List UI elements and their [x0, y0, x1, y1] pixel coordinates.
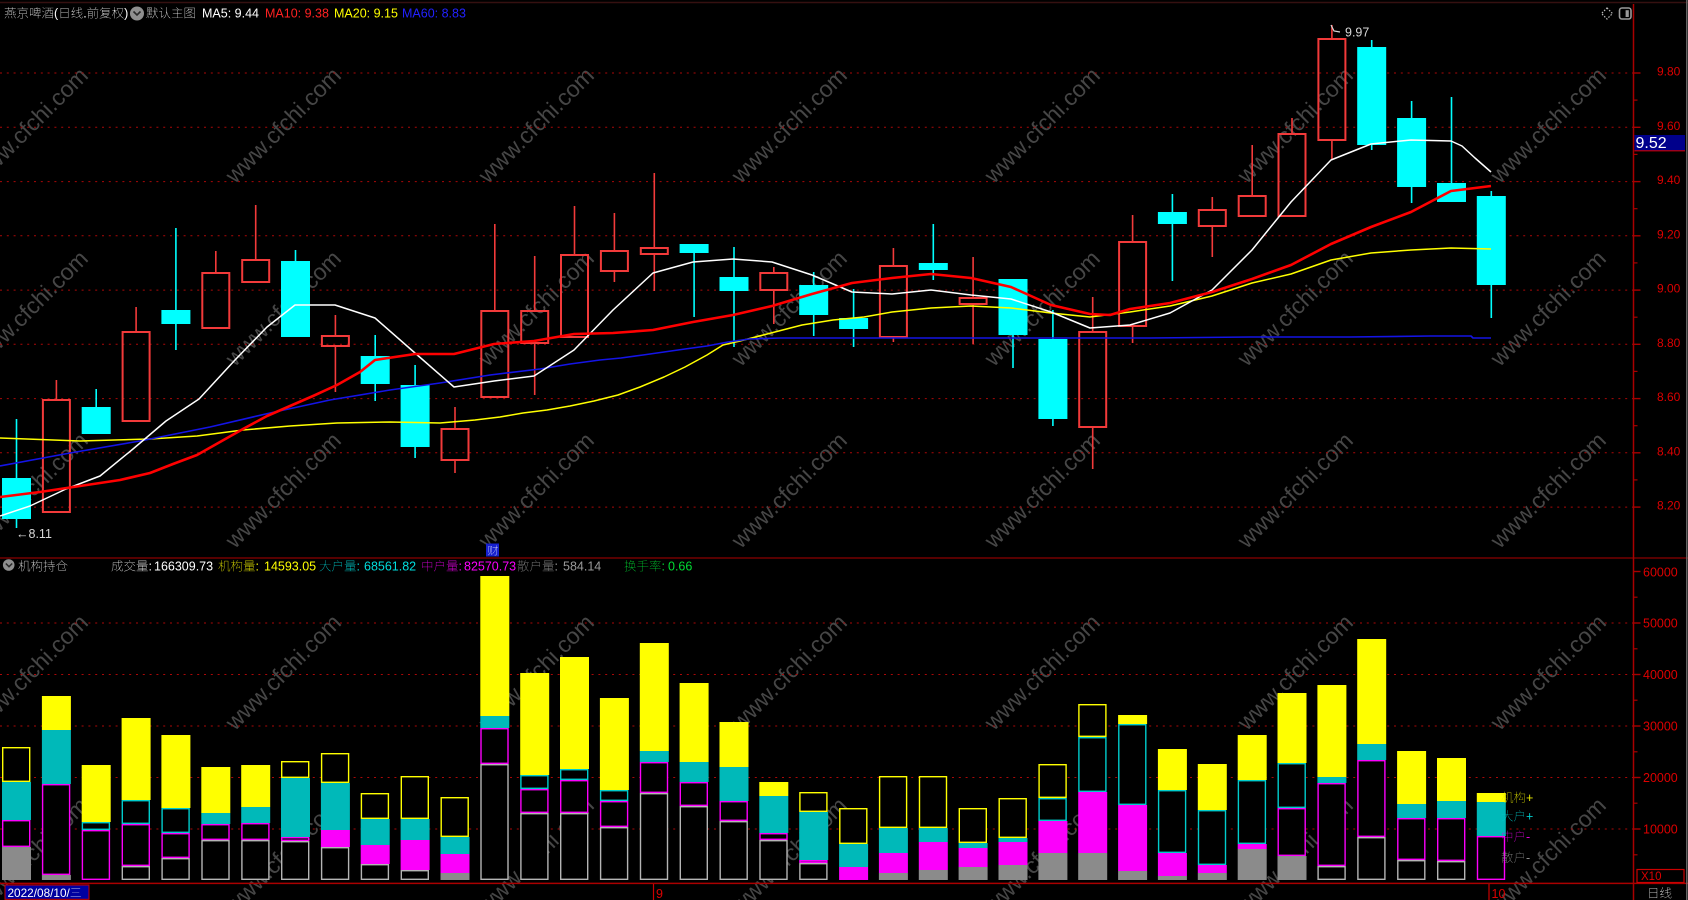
svg-text:9.80: 9.80: [1657, 65, 1681, 79]
svg-text:60000: 60000: [1643, 566, 1678, 580]
svg-text:.: .: [83, 7, 86, 21]
svg-text:9.97: 9.97: [1345, 26, 1369, 40]
svg-text:+: +: [1526, 810, 1533, 824]
svg-text:14593.05: 14593.05: [264, 560, 316, 574]
svg-text:(: (: [54, 7, 59, 21]
svg-text::: :: [662, 560, 665, 574]
svg-text:MA10: 9.38: MA10: 9.38: [265, 7, 329, 21]
svg-text:8.20: 8.20: [1657, 499, 1681, 513]
svg-text:X10: X10: [1641, 871, 1661, 883]
svg-text:8.60: 8.60: [1657, 390, 1681, 404]
svg-text:9.60: 9.60: [1657, 119, 1681, 133]
svg-text::: :: [149, 560, 152, 574]
svg-text:30000: 30000: [1643, 720, 1678, 734]
svg-text::: :: [555, 560, 558, 574]
svg-text:-: -: [1526, 830, 1530, 844]
svg-text:9.52: 9.52: [1636, 135, 1667, 152]
svg-text:9.00: 9.00: [1657, 282, 1681, 296]
svg-text:584.14: 584.14: [563, 560, 601, 574]
svg-text:82570.73: 82570.73: [464, 560, 516, 574]
svg-text:): ): [124, 7, 128, 21]
svg-text::: :: [459, 560, 462, 574]
svg-text:←8.11: ←8.11: [16, 527, 52, 541]
svg-text:0.66: 0.66: [668, 560, 692, 574]
svg-text::: :: [357, 560, 360, 574]
svg-text:8.40: 8.40: [1657, 444, 1681, 458]
svg-text:-: -: [1526, 851, 1530, 865]
svg-text:9.20: 9.20: [1657, 227, 1681, 241]
svg-text:8.80: 8.80: [1657, 336, 1681, 350]
svg-text:10000: 10000: [1643, 823, 1678, 837]
svg-text:68561.82: 68561.82: [364, 560, 416, 574]
svg-text:9.40: 9.40: [1657, 173, 1681, 187]
svg-text:MA60: 8.83: MA60: 8.83: [402, 7, 466, 21]
svg-text:50000: 50000: [1643, 617, 1678, 631]
svg-text:2022/08/10/: 2022/08/10/: [8, 886, 71, 900]
svg-text:9: 9: [656, 887, 663, 900]
svg-text:+: +: [1526, 791, 1533, 805]
svg-text:MA20: 9.15: MA20: 9.15: [334, 7, 398, 21]
svg-text:10: 10: [1492, 887, 1506, 900]
svg-text:40000: 40000: [1643, 668, 1678, 682]
svg-text:166309.73: 166309.73: [154, 560, 213, 574]
svg-text:20000: 20000: [1643, 771, 1678, 785]
svg-text:MA5: 9.44: MA5: 9.44: [202, 7, 259, 21]
svg-text::: :: [256, 560, 259, 574]
